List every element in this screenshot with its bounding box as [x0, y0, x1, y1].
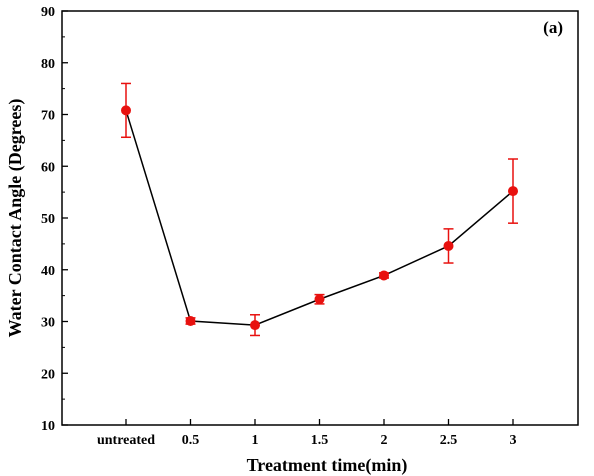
- axis-ticks: 10 20 30 40 50 60 70 80 90 untreated 0.5 1 1.5 2 2.5 3: [41, 5, 517, 448]
- y-tick-label: 50: [41, 212, 55, 227]
- y-tick-label: 80: [41, 57, 55, 72]
- data-point: [250, 320, 260, 331]
- y-tick-label: 30: [41, 316, 55, 331]
- x-tick-label: 1.5: [311, 433, 329, 448]
- panel-label: (a): [543, 18, 563, 37]
- data-point: [314, 294, 325, 305]
- y-tick-label: 70: [41, 109, 55, 124]
- x-tick-label: 1: [252, 433, 259, 448]
- y-tick-label: 60: [41, 160, 55, 175]
- x-tick-label: 0.5: [182, 433, 200, 448]
- y-tick-label: 40: [41, 264, 55, 279]
- x-axis-title: Treatment time(min): [247, 455, 408, 476]
- x-tick-label: untreated: [97, 433, 155, 448]
- y-tick-label: 90: [41, 5, 55, 20]
- y-axis-title: Water Contact Angle (Degrees): [5, 99, 26, 338]
- y-tick-label: 10: [41, 419, 55, 434]
- x-tick-label: 2: [381, 433, 388, 448]
- series-line: [125, 110, 514, 326]
- x-tick-label: 2.5: [440, 433, 458, 448]
- data-point: [379, 270, 389, 281]
- plot-frame: [61, 10, 579, 426]
- data-point: [443, 240, 454, 251]
- data-point: [121, 105, 131, 116]
- data-point: [508, 186, 518, 197]
- data-point: [185, 315, 196, 326]
- x-tick-label: 3: [510, 433, 517, 448]
- y-tick-label: 20: [41, 367, 55, 382]
- data-series: [121, 82, 518, 337]
